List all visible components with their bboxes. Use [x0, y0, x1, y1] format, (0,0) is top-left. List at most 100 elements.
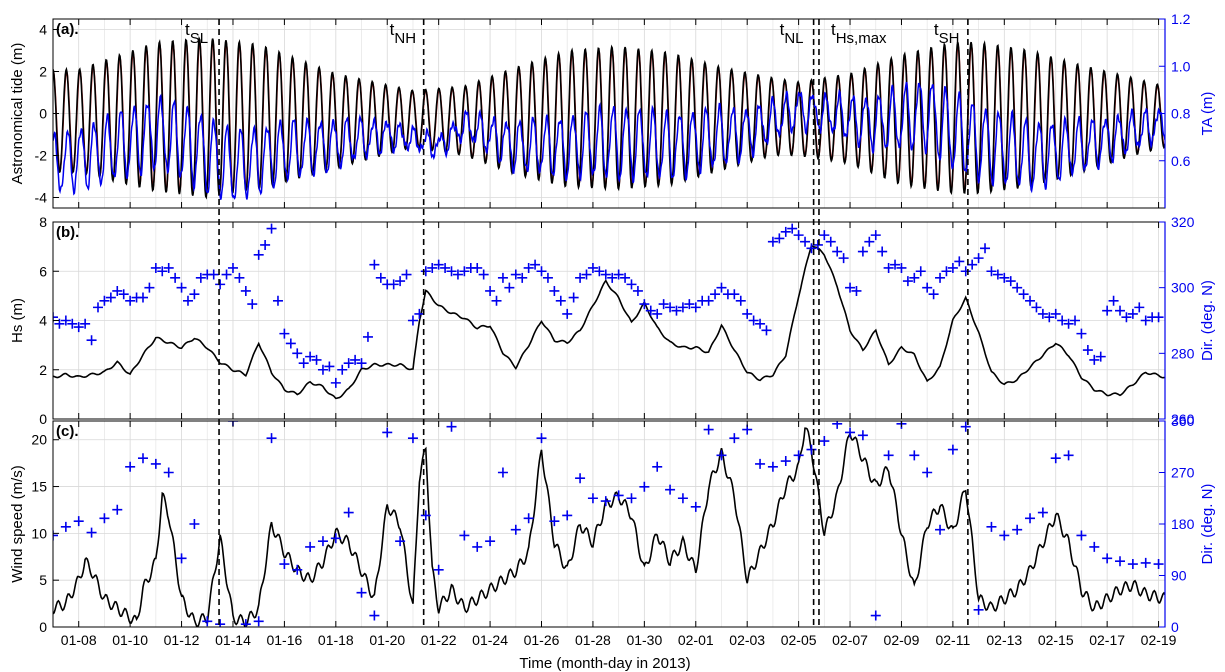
- y-tick-label-left: 6: [39, 263, 47, 279]
- direction-marker: [176, 282, 187, 293]
- direction-marker: [973, 253, 984, 264]
- event-markers: tSL tNH tNL tHs,max tSH: [185, 19, 969, 627]
- direction-marker: [105, 292, 116, 303]
- direction-marker: [562, 308, 573, 319]
- direction-marker: [1037, 507, 1048, 518]
- direction-marker: [690, 302, 701, 313]
- direction-marker: [536, 266, 547, 277]
- y-tick-label-left: -2: [35, 148, 48, 164]
- direction-marker: [60, 315, 71, 326]
- direction-marker: [504, 282, 515, 293]
- direction-marker: [1121, 312, 1132, 323]
- direction-marker: [729, 433, 740, 444]
- event-label: tNL: [780, 20, 804, 47]
- plot-area-c: [53, 421, 1165, 627]
- direction-marker: [1153, 559, 1164, 570]
- y-tick-label-right: 0.8: [1171, 106, 1191, 122]
- direction-marker: [626, 493, 637, 504]
- x-tick-label: 01-14: [215, 632, 251, 648]
- direction-marker: [337, 364, 348, 375]
- direction-marker: [632, 285, 643, 296]
- x-axis: 01-08 01-10 01-12 01-14 01-16 01-18 01-20 01-22…: [61, 632, 1177, 648]
- direction-marker: [510, 524, 521, 535]
- direction-marker: [536, 433, 547, 444]
- direction-marker: [208, 269, 219, 280]
- direction-marker: [234, 272, 245, 283]
- panel-c: 0 5 10 15 20 0 90 180 270 360 Wind speed (m/s) Dir.…: [9, 413, 1216, 635]
- direction-marker: [446, 421, 457, 432]
- direction-marker: [767, 236, 778, 247]
- direction-marker: [1127, 559, 1138, 570]
- direction-marker: [780, 456, 791, 467]
- wind-speed-line: [53, 427, 1165, 627]
- y-tick-label-right: 1.2: [1171, 11, 1191, 27]
- direction-markers-c: [53, 421, 1164, 627]
- direction-marker: [125, 461, 136, 472]
- direction-marker: [600, 269, 611, 280]
- x-tick-label: 02-05: [781, 632, 817, 648]
- direction-marker: [144, 282, 155, 293]
- y-axis-label-right: TA (m): [1199, 92, 1216, 136]
- x-tick-label: 02-03: [729, 632, 765, 648]
- direction-marker: [832, 421, 843, 429]
- y-tick-label-left: 0: [39, 411, 47, 427]
- direction-marker: [857, 430, 868, 441]
- direction-marker: [67, 318, 78, 329]
- direction-marker: [150, 262, 161, 273]
- direction-marker: [684, 299, 695, 310]
- y-tick-label-right: 270: [1171, 465, 1195, 481]
- direction-marker: [626, 279, 637, 290]
- direction-marker: [189, 289, 200, 300]
- x-tick-label: 01-08: [61, 632, 97, 648]
- direction-marker: [587, 262, 598, 273]
- y-tick-label-left: 5: [39, 572, 47, 588]
- direction-marker: [395, 536, 406, 547]
- direction-marker: [1044, 312, 1055, 323]
- direction-marker: [1102, 553, 1113, 564]
- direction-marker: [420, 510, 431, 521]
- hs-line: [53, 244, 1165, 400]
- y-axis-label-left: Hs (m): [9, 298, 26, 343]
- y-tick-label-right: 320: [1171, 214, 1195, 230]
- x-axis-label: Time (month-day in 2013): [519, 655, 690, 672]
- x-tick-label: 01-28: [575, 632, 611, 648]
- x-tick-label: 02-07: [832, 632, 868, 648]
- direction-marker: [703, 295, 714, 306]
- direction-marker: [73, 516, 84, 527]
- direction-marker: [774, 233, 785, 244]
- direction-marker: [311, 354, 322, 365]
- direction-marker: [864, 236, 875, 247]
- direction-marker: [1089, 541, 1100, 552]
- direction-marker: [395, 276, 406, 287]
- direction-marker: [433, 564, 444, 575]
- event-label: tSH: [934, 20, 960, 47]
- direction-marker: [832, 246, 843, 257]
- x-tick-label: 01-12: [164, 632, 200, 648]
- direction-marker: [170, 272, 181, 283]
- event-label-subscript: NH: [394, 30, 416, 47]
- direction-marker: [992, 269, 1003, 280]
- direction-marker: [812, 239, 823, 250]
- direction-marker: [755, 458, 766, 469]
- direction-marker: [401, 269, 412, 280]
- direction-marker: [253, 249, 264, 260]
- x-tick-label: 02-09: [884, 632, 920, 648]
- direction-marker: [1095, 351, 1106, 362]
- direction-marker: [497, 272, 508, 283]
- direction-marker: [941, 266, 952, 277]
- direction-marker: [407, 315, 418, 326]
- direction-marker: [240, 619, 251, 627]
- direction-marker: [292, 564, 303, 575]
- direction-marker: [909, 450, 920, 461]
- direction-marker: [1076, 530, 1087, 541]
- direction-marker: [369, 259, 380, 270]
- direction-marker: [427, 262, 438, 273]
- direction-marker: [639, 299, 650, 310]
- direction-marker: [1076, 328, 1087, 339]
- direction-marker: [1037, 308, 1048, 319]
- direction-marker: [305, 541, 316, 552]
- direction-marker: [472, 262, 483, 273]
- direction-marker: [112, 504, 123, 515]
- direction-marker: [568, 292, 579, 303]
